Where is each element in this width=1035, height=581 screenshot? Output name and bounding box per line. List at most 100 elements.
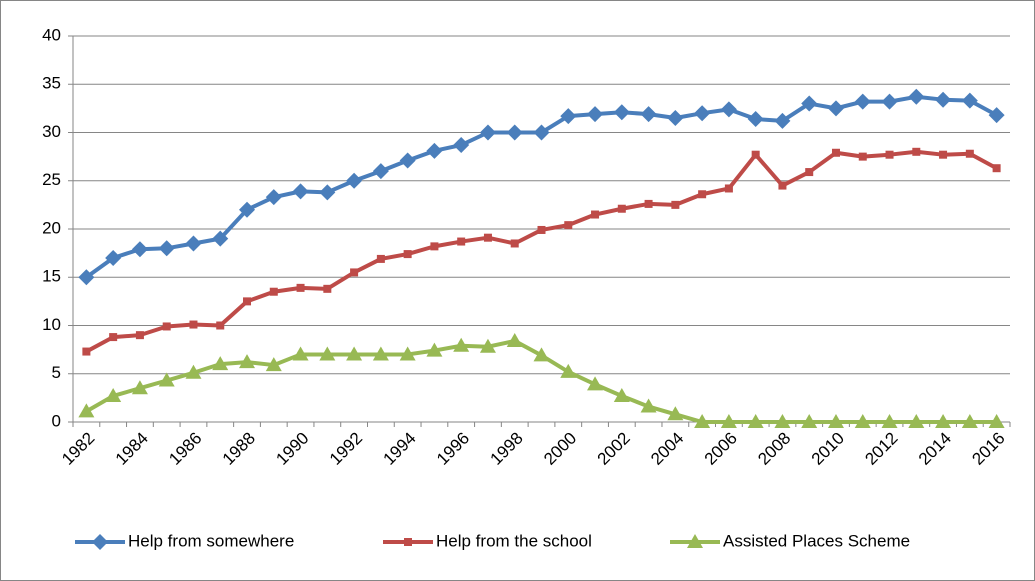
data-point xyxy=(346,172,363,189)
data-point xyxy=(269,287,278,296)
legend-marker xyxy=(92,534,108,550)
data-point xyxy=(912,147,921,156)
data-point xyxy=(988,107,1005,124)
data-point xyxy=(992,164,1001,173)
data-point xyxy=(346,346,363,361)
y-tick-label: 5 xyxy=(52,363,61,382)
data-point xyxy=(564,221,573,230)
data-point xyxy=(961,414,978,428)
y-tick-label: 15 xyxy=(42,267,61,286)
data-point xyxy=(109,333,118,342)
y-tick-label: 35 xyxy=(42,74,61,93)
data-point xyxy=(453,137,470,154)
data-point xyxy=(537,225,546,234)
data-point xyxy=(640,398,657,413)
data-point xyxy=(587,376,604,391)
data-point xyxy=(399,346,416,361)
data-point xyxy=(457,237,466,246)
data-point xyxy=(747,110,764,127)
data-point xyxy=(613,387,630,402)
data-point xyxy=(243,297,252,306)
data-point xyxy=(667,110,684,127)
data-point xyxy=(105,249,122,266)
data-point xyxy=(560,363,577,378)
data-point xyxy=(292,346,309,361)
data-point xyxy=(720,414,737,428)
data-point xyxy=(778,181,787,190)
data-point xyxy=(831,148,840,157)
data-point xyxy=(671,200,680,209)
data-point xyxy=(617,204,626,213)
data-point xyxy=(479,124,496,141)
data-point xyxy=(939,150,948,159)
data-point xyxy=(185,235,202,252)
data-point xyxy=(533,347,550,362)
data-point xyxy=(376,254,385,263)
data-point xyxy=(185,364,202,379)
data-point xyxy=(372,346,389,361)
data-point xyxy=(426,142,443,159)
legend-label: Help from somewhere xyxy=(128,531,294,550)
data-point xyxy=(747,414,764,428)
data-point xyxy=(189,320,198,329)
data-point xyxy=(533,124,550,141)
data-point xyxy=(506,332,523,347)
data-point xyxy=(265,357,282,372)
data-point xyxy=(479,338,496,353)
data-point xyxy=(644,199,653,208)
data-point xyxy=(265,189,282,206)
y-tick-label: 20 xyxy=(42,218,61,237)
data-point xyxy=(78,269,95,286)
data-point xyxy=(881,93,898,110)
data-point xyxy=(935,91,952,108)
data-point xyxy=(296,283,305,292)
data-point xyxy=(858,152,867,161)
data-point xyxy=(751,150,760,159)
data-point xyxy=(212,230,229,247)
data-point xyxy=(131,241,148,258)
data-point xyxy=(961,92,978,109)
data-point xyxy=(805,168,814,177)
data-point xyxy=(827,100,844,117)
data-point xyxy=(430,242,439,251)
data-point xyxy=(162,322,171,331)
y-tick-label: 25 xyxy=(42,170,61,189)
data-point xyxy=(965,149,974,158)
data-point xyxy=(774,112,791,129)
data-point xyxy=(988,414,1005,428)
data-point xyxy=(694,414,711,428)
legend-label: Help from the school xyxy=(436,531,592,550)
data-point xyxy=(587,106,604,123)
data-point xyxy=(827,414,844,428)
data-point xyxy=(640,106,657,123)
data-point xyxy=(426,342,443,357)
data-point xyxy=(372,163,389,180)
data-point xyxy=(613,104,630,121)
legend-label: Assisted Places Scheme xyxy=(723,531,910,550)
data-point xyxy=(212,356,229,371)
data-point xyxy=(292,183,309,200)
data-point xyxy=(935,414,952,428)
data-point xyxy=(854,414,871,428)
data-point xyxy=(724,184,733,193)
data-point xyxy=(560,108,577,125)
data-point xyxy=(908,414,925,428)
data-point xyxy=(131,380,148,395)
data-point xyxy=(239,354,256,369)
data-point xyxy=(510,239,519,248)
data-point xyxy=(82,347,91,356)
data-point xyxy=(885,150,894,159)
data-point xyxy=(350,268,359,277)
data-point xyxy=(158,240,175,257)
y-tick-label: 10 xyxy=(42,315,61,334)
data-point xyxy=(506,124,523,141)
data-point xyxy=(591,210,600,219)
data-point xyxy=(483,233,492,242)
data-point xyxy=(694,105,711,122)
y-tick-label: 40 xyxy=(42,25,61,44)
legend-marker xyxy=(687,534,703,548)
legend-marker xyxy=(404,538,412,546)
data-point xyxy=(667,406,684,421)
data-point xyxy=(881,414,898,428)
data-point xyxy=(105,387,122,402)
